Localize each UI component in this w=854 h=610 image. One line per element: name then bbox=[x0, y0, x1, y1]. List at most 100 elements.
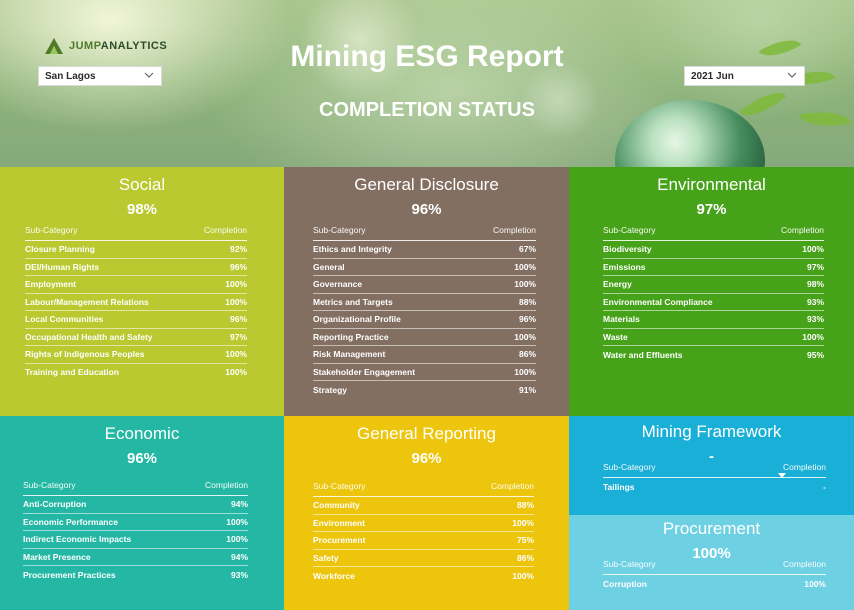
table-row[interactable]: Community 88% bbox=[313, 497, 534, 515]
completion-table: Sub-Category Completion Corruption 100% bbox=[603, 559, 826, 593]
location-dropdown[interactable]: San Lagos bbox=[38, 66, 162, 86]
table-row[interactable]: Strategy 91% bbox=[313, 381, 536, 399]
table-row[interactable]: Employment 100% bbox=[25, 276, 247, 294]
sub-category-cell: Organizational Profile bbox=[313, 314, 401, 325]
completion-table: Sub-Category Completion Community 88% Envi… bbox=[313, 481, 534, 585]
table-row[interactable]: Rights of Indigenous Peoples 100% bbox=[25, 346, 247, 364]
table-row[interactable]: DEI/Human Rights 96% bbox=[25, 259, 247, 276]
table-body: Closure Planning 92% DEI/Human Rights 96% Em… bbox=[25, 241, 247, 381]
completion-cell: 100% bbox=[514, 261, 536, 272]
column-header-sub-category[interactable]: Sub-Category bbox=[25, 225, 78, 235]
table-row[interactable]: Biodiversity 100% bbox=[603, 241, 824, 259]
sub-category-cell: Indirect Economic Impacts bbox=[23, 534, 132, 545]
table-row[interactable]: Procurement Practices 93% bbox=[23, 566, 248, 584]
table-row[interactable]: Labour/Management Relations 100% bbox=[25, 294, 247, 311]
column-header-completion[interactable]: Completion bbox=[783, 559, 826, 569]
location-dropdown-value: San Lagos bbox=[45, 71, 96, 82]
logo-icon bbox=[45, 38, 63, 54]
sub-category-cell: Biodiversity bbox=[603, 244, 652, 255]
table-row[interactable]: Economic Performance 100% bbox=[23, 514, 248, 531]
sub-category-cell: Procurement bbox=[313, 535, 366, 546]
column-header-sub-category[interactable]: Sub-Category bbox=[603, 559, 656, 569]
table-row[interactable]: Metrics and Targets 88% bbox=[313, 294, 536, 311]
table-row[interactable]: Indirect Economic Impacts 100% bbox=[23, 531, 248, 549]
environmental-panel: Environmental 97% Sub-Category Completio… bbox=[569, 167, 854, 416]
table-row[interactable]: Ethics and Integrity 67% bbox=[313, 241, 536, 259]
column-header-completion[interactable]: Completion bbox=[781, 225, 824, 235]
table-row[interactable]: Closure Planning 92% bbox=[25, 241, 247, 259]
table-row[interactable]: Procurement 75% bbox=[313, 532, 534, 550]
completion-cell: 96% bbox=[229, 261, 247, 272]
chevron-down-icon bbox=[787, 72, 797, 78]
table-row[interactable]: Safety 86% bbox=[313, 550, 534, 567]
completion-cell: 100% bbox=[514, 366, 536, 377]
table-row[interactable]: Occupational Health and Safety 97% bbox=[25, 329, 247, 346]
panel-percentage: 96% bbox=[126, 450, 158, 467]
column-header-completion[interactable]: Completion bbox=[783, 462, 826, 472]
sub-category-cell: Tailings bbox=[603, 481, 635, 492]
sub-category-cell: Stakeholder Engagement bbox=[313, 366, 416, 377]
date-dropdown[interactable]: 2021 Jun bbox=[684, 66, 805, 86]
table-row[interactable]: Training and Education 100% bbox=[25, 364, 247, 382]
table-row[interactable]: General 100% bbox=[313, 259, 536, 276]
table-header: Sub-Category Completion bbox=[603, 225, 824, 241]
column-header-completion[interactable]: Completion bbox=[205, 480, 248, 490]
general-reporting-panel: General Reporting 96% Sub-Category Compl… bbox=[284, 416, 569, 610]
panel-title: Mining Framework bbox=[641, 422, 782, 441]
completion-cell: 93% bbox=[806, 296, 824, 307]
table-row[interactable]: Waste 100% bbox=[603, 329, 824, 346]
table-row[interactable]: Environmental Compliance 93% bbox=[603, 294, 824, 311]
panel-percentage: 100% bbox=[692, 545, 731, 562]
panel-title: Economic bbox=[104, 424, 180, 443]
table-row[interactable]: Governance 100% bbox=[313, 276, 536, 294]
sub-category-cell: Ethics and Integrity bbox=[313, 244, 392, 255]
page-title: Mining ESG Report bbox=[290, 40, 564, 73]
table-header: Sub-Category Completion bbox=[25, 225, 247, 241]
fern-leaf bbox=[739, 82, 787, 126]
column-header-completion[interactable]: Completion bbox=[491, 481, 534, 491]
column-header-sub-category[interactable]: Sub-Category bbox=[603, 462, 656, 472]
table-row[interactable]: Tailings - bbox=[603, 478, 826, 496]
table-row[interactable]: Materials 93% bbox=[603, 311, 824, 329]
economic-panel: Economic 96% Sub-Category Completion Ant… bbox=[0, 416, 284, 610]
table-row[interactable]: Environment 100% bbox=[313, 515, 534, 532]
table-row[interactable]: Organizational Profile 96% bbox=[313, 311, 536, 329]
table-body: Ethics and Integrity 67% General 100% Govern… bbox=[313, 241, 536, 399]
sub-category-cell: Market Presence bbox=[23, 551, 91, 562]
completion-cell: 94% bbox=[230, 551, 248, 562]
column-header-completion[interactable]: Completion bbox=[204, 225, 247, 235]
table-row[interactable]: Workforce 100% bbox=[313, 567, 534, 585]
completion-cell: 86% bbox=[516, 552, 534, 563]
fern-leaf bbox=[758, 31, 802, 65]
completion-cell: 96% bbox=[518, 314, 536, 325]
column-header-sub-category[interactable]: Sub-Category bbox=[23, 480, 76, 490]
completion-table: Sub-Category Completion Tailings - bbox=[603, 462, 826, 496]
column-header-sub-category[interactable]: Sub-Category bbox=[313, 481, 366, 491]
table-row[interactable]: Water and Effluents 95% bbox=[603, 346, 824, 364]
sub-category-cell: General bbox=[313, 261, 345, 272]
table-row[interactable]: Emissions 97% bbox=[603, 259, 824, 276]
completion-cell: 100% bbox=[802, 331, 824, 342]
table-row[interactable]: Risk Management 86% bbox=[313, 346, 536, 364]
table-row[interactable]: Energy 98% bbox=[603, 276, 824, 294]
table-row[interactable]: Anti-Corruption 94% bbox=[23, 496, 248, 514]
sub-category-cell: Closure Planning bbox=[25, 244, 95, 255]
panel-percentage: 97% bbox=[696, 201, 727, 218]
column-header-sub-category[interactable]: Sub-Category bbox=[313, 225, 366, 235]
column-header-sub-category[interactable]: Sub-Category bbox=[603, 225, 656, 235]
sub-category-cell: Strategy bbox=[313, 384, 348, 395]
column-header-completion[interactable]: Completion bbox=[493, 225, 536, 235]
table-row[interactable]: Stakeholder Engagement 100% bbox=[313, 364, 536, 381]
page-subtitle: COMPLETION STATUS bbox=[319, 99, 535, 121]
table-header: Sub-Category Completion bbox=[313, 481, 534, 497]
table-body: Corruption 100% bbox=[603, 575, 826, 593]
table-row[interactable]: Market Presence 94% bbox=[23, 549, 248, 566]
table-header: Sub-Category Completion bbox=[603, 462, 826, 478]
social-panel: Social 98% Sub-Category Completion Closu… bbox=[0, 167, 284, 416]
completion-cell: 100% bbox=[512, 517, 534, 528]
table-row[interactable]: Local Communities 96% bbox=[25, 311, 247, 329]
table-row[interactable]: Corruption 100% bbox=[603, 575, 826, 593]
table-row[interactable]: Reporting Practice 100% bbox=[313, 329, 536, 346]
sort-descending-icon[interactable] bbox=[778, 473, 786, 479]
sub-category-cell: Materials bbox=[603, 314, 640, 325]
